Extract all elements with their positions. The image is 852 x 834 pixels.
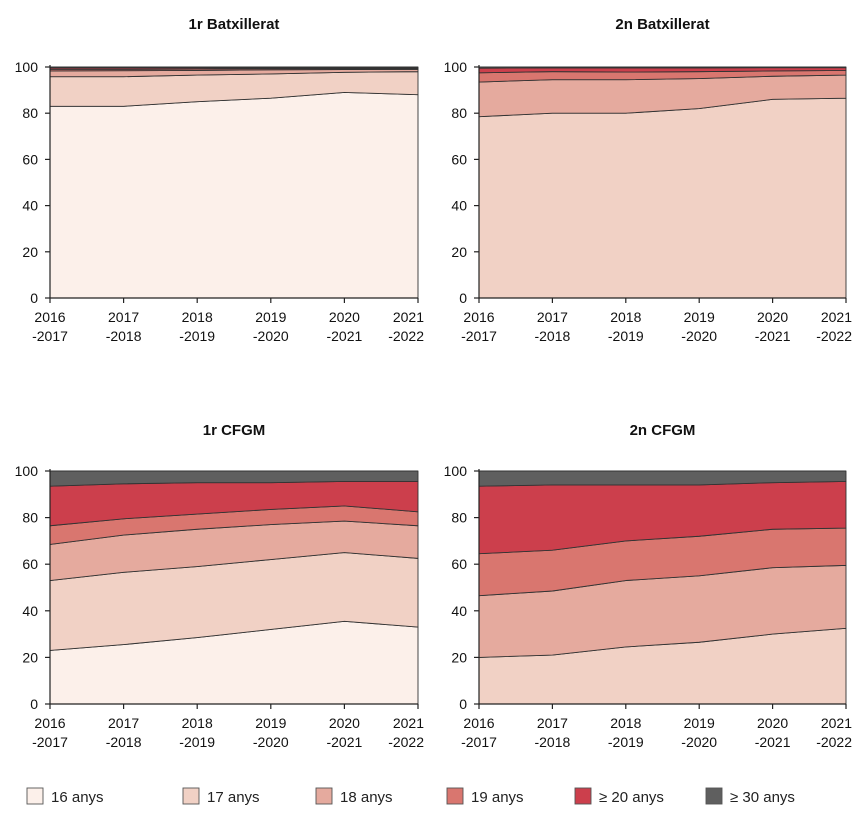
y-tick-label: 40: [22, 198, 38, 214]
y-tick-label: 0: [459, 696, 467, 712]
y-tick-label: 80: [451, 510, 467, 526]
legend-item: 16 anys: [26, 787, 104, 806]
x-tick-label: 2019 -2020: [253, 715, 289, 750]
x-tick-label: 2020 -2021: [755, 715, 791, 750]
x-tick-label: 2018 -2019: [608, 309, 644, 344]
x-tick-label: 2017 -2018: [534, 715, 570, 750]
x-tick-label: 2018 -2019: [179, 715, 215, 750]
y-tick-label: 0: [30, 696, 38, 712]
panel-2: 2n Batxillerat 0 20 40 60 80 100 2016 -2017 2017-…: [444, 16, 852, 344]
legend-label: 18 anys: [340, 789, 393, 806]
panel-title: 1r Batxillerat: [189, 16, 280, 33]
y-tick-label: 0: [30, 290, 38, 306]
x-tick-label: 2016 -2017: [461, 715, 497, 750]
x-tick-label: 2018 -2019: [179, 309, 215, 344]
y-tick-label: 60: [451, 556, 467, 572]
y-tick-label: 40: [451, 198, 467, 214]
panel-4: 2n CFGM 0 20 40 60 80 100 2016 -2017 2017 -2018 201…: [444, 422, 852, 750]
x-tick-label: 2016 -2017: [32, 715, 68, 750]
x-tick-label: 2019 -2020: [253, 309, 289, 344]
area-series-5: [49, 470, 419, 487]
legend-label: ≥ 30 anys: [730, 789, 795, 806]
x-tick-label: 2019 -2020: [681, 715, 717, 750]
x-tick-label: 2017 -2018: [534, 309, 570, 344]
x-tick-label: 2016 -2017: [32, 309, 68, 344]
x-tick-label: 2021 -2022: [816, 715, 852, 750]
legend-item: 19 anys: [446, 787, 524, 806]
y-tick-label: 20: [22, 649, 38, 665]
x-tick-label: 2021 -2022: [388, 715, 424, 750]
y-tick-label: 60: [22, 151, 38, 167]
legend: 16 anys 17 anys 18 anys 19 anys ≥ 20 anys ≥ 3…: [26, 787, 795, 806]
y-tick-label: 100: [444, 59, 468, 75]
y-tick-label: 80: [451, 105, 467, 121]
legend-label: 19 anys: [471, 789, 524, 806]
x-tick-label: 2016 -2017: [461, 309, 497, 344]
y-tick-label: 40: [22, 603, 38, 619]
legend-label: ≥ 20 anys: [599, 789, 664, 806]
area-series-0: [49, 91, 419, 299]
legend-swatch: [705, 787, 723, 805]
legend-item: ≥ 20 anys: [574, 787, 664, 806]
area-layers: [49, 66, 419, 299]
y-tick-label: 100: [15, 59, 39, 75]
area-series-1: [478, 97, 847, 299]
y-tick-label: 100: [444, 463, 468, 479]
y-tick-label: 40: [451, 603, 467, 619]
area-series-5: [478, 470, 847, 487]
area-series-5: [49, 66, 419, 69]
x-tick-label: 2017 -2018: [106, 715, 142, 750]
area-series-5: [478, 66, 847, 69]
y-tick-label: 20: [451, 649, 467, 665]
area-layers: [478, 66, 847, 299]
panel-1: 1r Batxillerat 0 20 40 60 80 100 2016 -2017 2017-…: [15, 16, 425, 344]
y-tick-label: 20: [451, 244, 467, 260]
x-tick-label: 2021 -2022: [816, 309, 852, 344]
y-tick-label: 80: [22, 510, 38, 526]
y-tick-label: 100: [15, 463, 39, 479]
x-tick-label: 2020 -2021: [326, 309, 362, 344]
y-tick-label: 20: [22, 244, 38, 260]
legend-swatch: [315, 787, 333, 805]
x-tick-label: 2020 -2021: [326, 715, 362, 750]
y-tick-label: 80: [22, 105, 38, 121]
panel-3: 1r CFGM 0 20 40 60 80 100 2016 -2017 2017 -2018 201…: [15, 422, 425, 750]
legend-swatch: [26, 787, 44, 805]
y-tick-label: 0: [459, 290, 467, 306]
x-tick-label: 2017 -2018: [106, 309, 142, 344]
legend-label: 16 anys: [51, 789, 104, 806]
x-tick-label: 2019 -2020: [681, 309, 717, 344]
area-layers: [478, 470, 847, 705]
panel-title: 2n CFGM: [630, 422, 696, 439]
x-tick-label: 2018 -2019: [608, 715, 644, 750]
area-layers: [49, 470, 419, 705]
panel-title: 2n Batxillerat: [615, 16, 709, 33]
legend-label: 17 anys: [207, 789, 260, 806]
legend-swatch: [446, 787, 464, 805]
legend-swatch: [182, 787, 200, 805]
legend-item: ≥ 30 anys: [705, 787, 795, 806]
panel-title: 1r CFGM: [203, 422, 266, 439]
legend-swatch: [574, 787, 592, 805]
y-tick-label: 60: [22, 556, 38, 572]
x-tick-label: 2021 -2022: [388, 309, 424, 344]
y-tick-label: 60: [451, 151, 467, 167]
legend-item: 17 anys: [182, 787, 260, 806]
legend-item: 18 anys: [315, 787, 393, 806]
x-tick-label: 2020 -2021: [755, 309, 791, 344]
